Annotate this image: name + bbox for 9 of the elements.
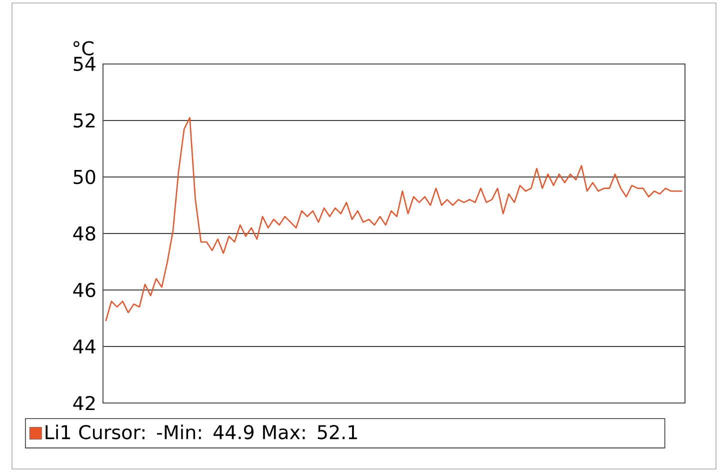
y-tick-label: 42 [73,396,95,410]
legend-label: Li1 Cursor: -Min: 44.9 Max: 52.1 [46,424,357,440]
y-tick-label: 44 [73,340,96,354]
y-tick-label: 46 [73,282,96,298]
y-tick-label: 52 [74,113,95,128]
y-tick-label: 50 [74,170,96,184]
y-tick-label: 54 [74,56,96,72]
y-axis-title: °C [74,41,94,56]
y-tick-label: 48 [73,226,96,241]
